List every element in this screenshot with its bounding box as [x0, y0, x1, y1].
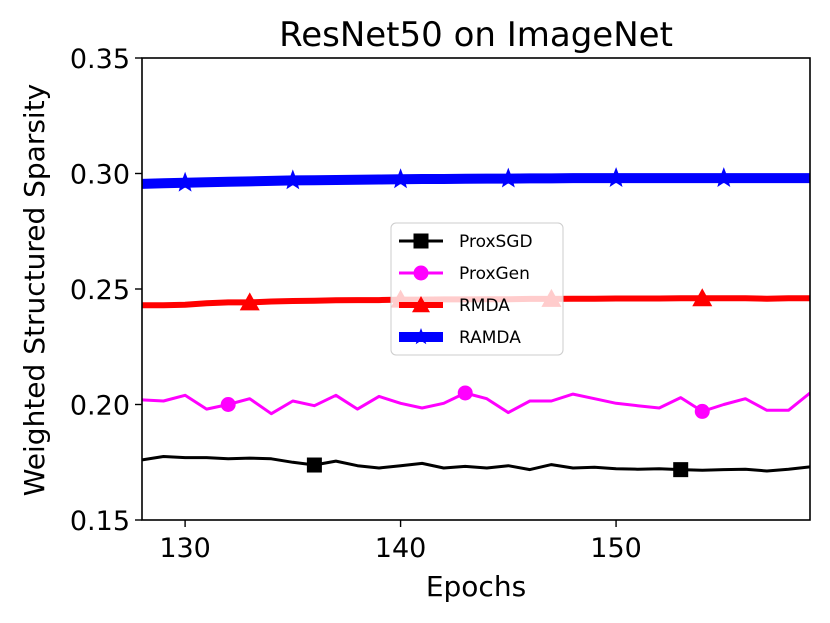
proxsgd-marker: [306, 457, 322, 473]
ramda-marker: [282, 169, 304, 190]
legend: ProxSGD ProxGen RMDA RAMDA: [390, 222, 564, 356]
legend-item-proxsgd: ProxSGD: [399, 232, 533, 252]
legend-item-rmda: RMDA: [399, 296, 510, 316]
x-axis-label: Epochs: [426, 570, 526, 603]
legend-label: ProxGen: [459, 264, 530, 284]
rmda-marker: [692, 288, 713, 307]
legend-box: [390, 222, 564, 356]
x-tick-label: 140: [375, 533, 427, 564]
proxsgd-marker: [673, 462, 689, 478]
proxgen-marker: [457, 385, 473, 401]
legend-item-ramda: RAMDA: [399, 328, 521, 348]
proxgen-marker: [220, 397, 236, 412]
legend-label: RMDA: [459, 296, 510, 316]
series-ramda: [142, 167, 810, 192]
legend-marker: [412, 296, 430, 313]
y-tick-label: 0.20: [70, 391, 130, 422]
x-tick-label: 150: [590, 533, 642, 564]
y-tick-label: 0.35: [70, 44, 130, 75]
ramda-marker: [713, 167, 735, 187]
chart-title: ResNet50 on ImageNet: [279, 15, 673, 55]
legend-marker: [412, 328, 430, 345]
series-proxgen: [142, 385, 810, 419]
rmda-marker: [239, 292, 260, 311]
legend-marker: [413, 265, 429, 281]
proxgen-line: [142, 391, 810, 416]
legend-item-proxgen: ProxGen: [399, 264, 530, 284]
proxgen-marker: [694, 403, 710, 419]
legend-label: RAMDA: [459, 328, 521, 348]
ramda-marker: [174, 171, 196, 192]
y-axis-label: Weighted Structured Sparsity: [18, 84, 51, 497]
ramda-line: [142, 173, 810, 189]
legend-marker: [413, 233, 429, 249]
x-tick-label: 130: [159, 533, 211, 564]
ramda-marker: [390, 168, 411, 189]
y-tick-label: 0.30: [70, 160, 130, 191]
ramda-marker: [497, 167, 519, 188]
legend-label: ProxSGD: [459, 232, 533, 252]
y-tick-label: 0.15: [70, 506, 130, 537]
ramda-marker: [605, 167, 627, 187]
series-proxsgd: [142, 455, 810, 478]
y-tick-label: 0.25: [70, 275, 130, 306]
proxsgd-line: [142, 455, 810, 473]
